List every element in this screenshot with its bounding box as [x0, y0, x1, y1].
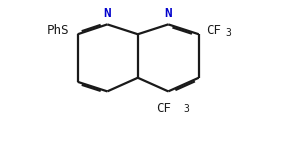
Text: PhS: PhS [47, 24, 69, 37]
Text: CF: CF [206, 24, 221, 37]
Text: N: N [164, 7, 172, 20]
Text: 3: 3 [183, 104, 189, 114]
Text: 3: 3 [226, 28, 231, 38]
Text: CF: CF [156, 102, 171, 115]
Text: N: N [103, 7, 111, 20]
